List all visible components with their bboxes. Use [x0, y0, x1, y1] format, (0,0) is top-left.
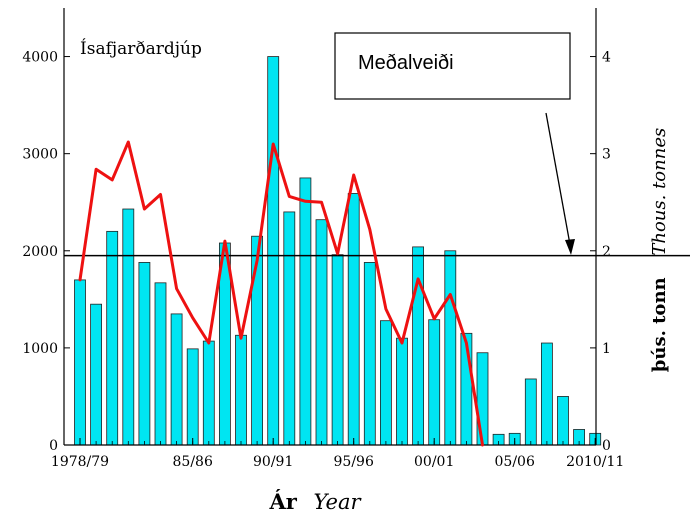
y-right-label-bold: þús. tonn	[649, 277, 670, 372]
line-series	[78, 140, 484, 447]
x-tick-label: 85/86	[173, 454, 213, 470]
annotation-arrowhead	[565, 239, 575, 255]
bar-series	[74, 56, 602, 446]
x-tick-label: 2010/11	[566, 454, 624, 470]
y-left-tick-label: 3000	[22, 147, 58, 163]
bar	[541, 342, 553, 446]
y-left-tick-label: 4000	[22, 50, 58, 66]
y-right-tick-label: 4	[602, 50, 611, 66]
bar	[283, 211, 296, 446]
x-tick-label: 95/96	[334, 454, 374, 470]
bar	[202, 340, 215, 446]
x-label-italic: Year	[314, 490, 363, 514]
y-right-tick-label: 3	[602, 147, 611, 163]
y-left-tick-label: 1000	[22, 341, 58, 357]
bar	[122, 208, 135, 446]
bar	[186, 348, 199, 446]
catch-line	[78, 140, 484, 447]
bar	[363, 262, 376, 446]
bar	[315, 219, 328, 446]
y-right-axis-label: þús. tonn Thous. tonnes	[649, 128, 670, 372]
bar	[235, 334, 247, 446]
bar	[557, 396, 569, 446]
chart-title: Ísafjarðardjúp	[80, 38, 202, 59]
y-right-tick-label: 0	[602, 438, 611, 454]
annotation-text: Meðalveiði	[358, 52, 454, 74]
axes	[63, 8, 597, 446]
x-tick-label: 05/06	[495, 454, 535, 470]
bar	[379, 320, 392, 446]
bar	[138, 262, 151, 446]
bar	[347, 193, 360, 446]
bar	[476, 352, 489, 446]
bar	[331, 254, 344, 446]
x-axis-label: Ár Year	[268, 489, 362, 514]
annotation-box	[334, 32, 571, 100]
bar	[428, 319, 441, 446]
bar	[74, 279, 86, 446]
bar	[90, 303, 102, 446]
y-right-label-italic: Thous. tonnes	[649, 128, 670, 256]
bar	[106, 230, 119, 446]
x-tick-label: 90/91	[253, 454, 293, 470]
y-left-tick-label: 0	[49, 438, 58, 454]
bar	[154, 282, 167, 446]
y-left-tick-label: 2000	[22, 244, 58, 260]
bar	[412, 246, 425, 446]
x-tick-label: 1978/79	[51, 454, 109, 470]
bar	[267, 56, 280, 446]
y-right-tick-label: 1	[602, 341, 611, 357]
bar	[170, 313, 183, 446]
annotation-group: Meðalveiði	[334, 32, 575, 255]
bar	[524, 378, 537, 446]
bar	[444, 250, 457, 446]
annotation-arrow	[545, 112, 572, 251]
x-tick-label: 00/01	[414, 454, 454, 470]
y-right-tick-label: 2	[602, 244, 611, 260]
ticks: 0 1000 2000 3000 4000 0 1 2 3 4 1978/79 85/86 90/91 9…	[22, 50, 624, 470]
bar	[396, 337, 408, 446]
bar	[299, 177, 312, 446]
x-label-bold: Ár	[268, 489, 297, 514]
